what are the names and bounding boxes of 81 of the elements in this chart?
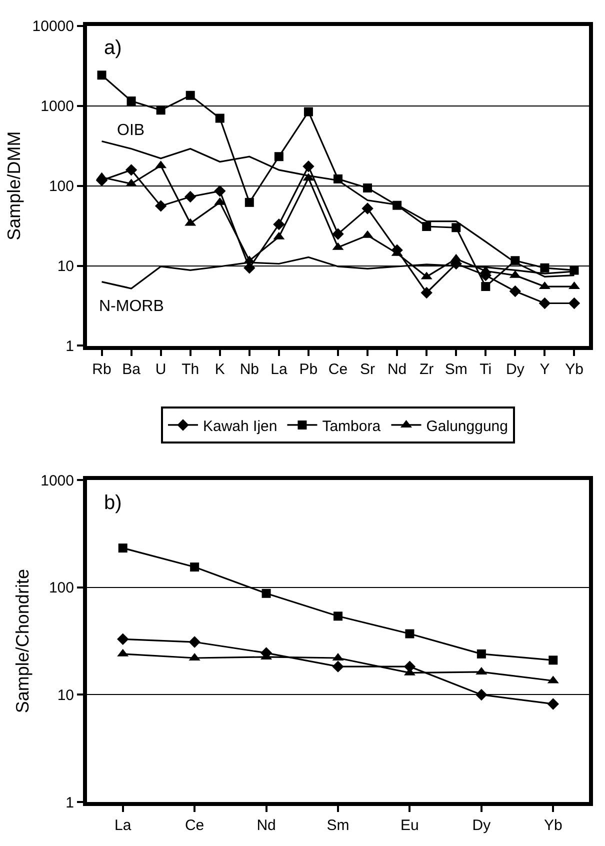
x-tick-label: Sm <box>444 360 468 378</box>
point <box>244 198 254 207</box>
legend-label: Kawah Ijen <box>203 418 278 435</box>
x-tick-label: La <box>270 360 288 378</box>
point <box>332 228 344 240</box>
x-tick-label: Eu <box>400 817 419 834</box>
point <box>215 114 224 123</box>
point <box>363 183 372 192</box>
legend-label: Galunggung <box>426 418 508 435</box>
point <box>405 629 414 638</box>
y-tick-label: 10000 <box>32 18 74 36</box>
point <box>97 70 106 80</box>
x-tick-label: Y <box>540 360 550 378</box>
x-tick-label: Ce <box>184 817 204 834</box>
point <box>190 562 200 572</box>
point <box>126 96 136 106</box>
x-tick-label: Ba <box>122 360 142 378</box>
point <box>332 660 344 672</box>
point <box>188 636 200 648</box>
x-tick-label: Sm <box>326 817 350 834</box>
y-tick-label: 10 <box>57 686 74 704</box>
point <box>118 544 128 553</box>
y-tick-label: 1000 <box>40 472 74 490</box>
point <box>304 107 313 116</box>
point <box>125 164 138 176</box>
x-tick-label: Dy <box>472 817 492 834</box>
x-tick-label: Yb <box>544 817 562 834</box>
x-tick-label: Ti <box>480 360 492 378</box>
point <box>420 286 432 299</box>
point <box>547 698 559 710</box>
legend-label: Tambora <box>322 418 382 435</box>
x-tick-label: La <box>114 817 132 834</box>
y-tick-label: 100 <box>48 178 74 196</box>
point <box>154 200 167 212</box>
y-tick-label: 100 <box>48 580 74 597</box>
y-tick-label: 10 <box>57 258 74 276</box>
point <box>422 222 432 231</box>
point <box>334 612 342 621</box>
x-tick-label: Zr <box>420 360 434 378</box>
y-tick-label: 1000 <box>40 98 74 116</box>
series-label: N-MORB <box>99 298 164 315</box>
y-tick-label: 1 <box>66 794 74 812</box>
x-tick-label: Nb <box>240 360 260 378</box>
x-tick-label: Ce <box>328 360 348 378</box>
x-tick-label: K <box>214 360 225 378</box>
y-axis-title: Sample/DMM <box>4 131 24 240</box>
point <box>186 90 195 100</box>
point <box>568 297 580 310</box>
point <box>570 266 579 275</box>
point <box>117 633 129 645</box>
x-tick-label: Dy <box>506 360 525 378</box>
series-label: OIB <box>117 122 145 139</box>
point <box>244 262 256 274</box>
point <box>548 656 558 665</box>
x-tick-label: Pb <box>299 360 318 378</box>
point <box>509 285 522 298</box>
text: a) <box>104 37 122 59</box>
x-tick-label: Sr <box>360 360 376 378</box>
point <box>452 223 461 232</box>
x-tick-label: Nd <box>256 817 276 834</box>
point <box>538 297 551 310</box>
point <box>273 218 285 230</box>
x-tick-label: U <box>155 360 166 378</box>
point <box>481 282 490 292</box>
text: b) <box>104 492 122 514</box>
x-tick-label: Th <box>182 360 200 378</box>
x-tick-label: Yb <box>565 360 584 378</box>
x-tick-label: Rb <box>92 360 112 378</box>
point <box>302 160 314 172</box>
y-tick-label: 1 <box>66 338 74 355</box>
point <box>214 185 226 197</box>
y-axis-title: Sample/Chondrite <box>12 569 32 714</box>
point <box>362 202 374 214</box>
point <box>274 152 284 162</box>
point <box>184 190 196 203</box>
point <box>262 588 271 598</box>
point <box>476 649 486 658</box>
point <box>156 106 166 115</box>
x-tick-label: Nd <box>387 360 407 378</box>
point <box>540 263 550 272</box>
point <box>476 688 488 701</box>
